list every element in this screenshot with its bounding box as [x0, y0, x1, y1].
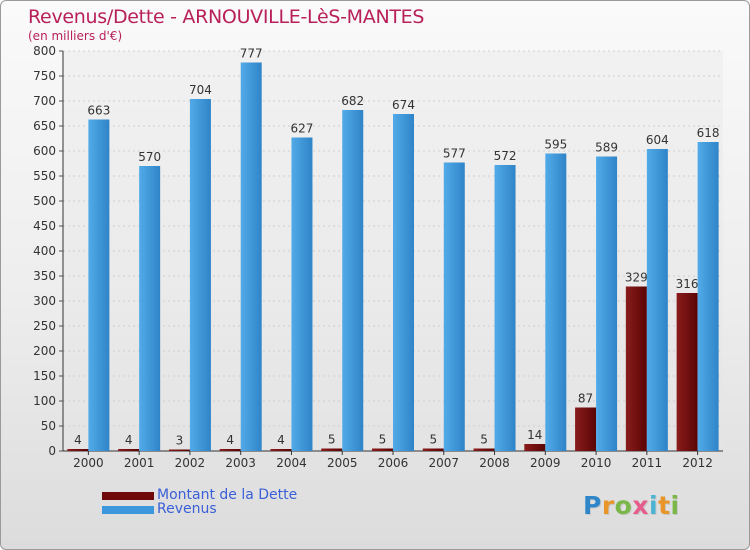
data-label-dette: 87	[578, 392, 593, 406]
bar-dette	[676, 293, 698, 451]
bar-dette	[67, 449, 89, 451]
legend-swatch-dette	[102, 492, 154, 500]
data-label-revenus: 618	[697, 126, 720, 140]
data-label-revenus: 604	[646, 133, 669, 147]
bar-dette	[168, 449, 190, 451]
legend-label-dette: Montant de la Dette	[157, 487, 298, 503]
bar-dette	[270, 449, 292, 451]
y-tick-label: 450	[33, 219, 56, 233]
x-tick-label: 2004	[276, 456, 307, 470]
bar-revenus	[646, 149, 668, 451]
bar-dette	[575, 407, 597, 451]
y-tick-label: 350	[33, 269, 56, 283]
data-label-dette: 5	[379, 433, 387, 447]
bar-dette	[118, 449, 140, 451]
y-tick-label: 250	[33, 319, 56, 333]
data-label-dette: 14	[527, 428, 542, 442]
y-tick-label: 100	[33, 394, 56, 408]
data-label-revenus: 674	[392, 98, 415, 112]
bar-dette	[422, 448, 444, 451]
legend-swatch-revenus	[102, 506, 154, 514]
data-label-revenus: 777	[240, 47, 263, 61]
data-label-dette: 4	[277, 433, 285, 447]
bar-revenus	[240, 62, 262, 451]
bar-dette	[524, 444, 546, 451]
logo-letter: i	[670, 491, 680, 520]
bar-revenus	[443, 162, 465, 451]
data-label-revenus: 704	[189, 83, 212, 97]
x-tick-label: 2009	[530, 456, 561, 470]
logo-letter: t	[658, 491, 671, 520]
logo-letter: P	[583, 491, 602, 520]
x-tick-label: 2007	[428, 456, 459, 470]
bar-revenus	[697, 142, 719, 451]
x-tick-label: 2005	[327, 456, 358, 470]
y-tick-label: 300	[33, 294, 56, 308]
proxiti-logo: Proxiti	[583, 491, 680, 520]
bar-dette	[372, 448, 393, 451]
data-label-dette: 3	[176, 434, 184, 448]
bar-revenus	[494, 165, 516, 451]
data-label-dette: 329	[625, 271, 648, 285]
data-label-revenus: 572	[494, 149, 517, 163]
data-label-revenus: 570	[138, 150, 161, 164]
bar-dette	[219, 449, 241, 451]
x-tick-label: 2000	[73, 456, 104, 470]
chart-title: Revenus/Dette - ARNOUVILLE-LèS-MANTES	[28, 6, 425, 28]
data-label-dette: 5	[328, 433, 336, 447]
data-label-revenus: 663	[87, 104, 110, 118]
data-label-revenus: 577	[443, 147, 466, 161]
x-tick-label: 2002	[175, 456, 206, 470]
bar-dette	[321, 448, 343, 451]
y-tick-label: 600	[33, 144, 56, 158]
legend-label-revenus: Revenus	[157, 501, 217, 517]
bar-dette	[625, 286, 647, 451]
x-tick-label: 2010	[581, 456, 612, 470]
data-label-revenus: 627	[291, 122, 314, 136]
bar-revenus	[342, 110, 364, 451]
y-tick-label: 700	[33, 94, 56, 108]
y-tick-label: 400	[33, 244, 56, 258]
y-tick-label: 650	[33, 119, 56, 133]
y-tick-label: 550	[33, 169, 56, 183]
bar-revenus	[393, 114, 414, 451]
x-tick-label: 2001	[124, 456, 155, 470]
y-tick-label: 150	[33, 369, 56, 383]
bar-revenus	[88, 119, 110, 451]
data-label-dette: 4	[74, 433, 82, 447]
bar-revenus	[189, 99, 211, 451]
logo-letter: o	[614, 491, 633, 520]
x-tick-label: 2006	[378, 456, 409, 470]
logo-letter: r	[601, 491, 615, 520]
x-tick-label: 2011	[632, 456, 663, 470]
bar-revenus	[596, 156, 618, 451]
chart-subtitle: (en milliers d'€)	[28, 29, 123, 43]
x-tick-label: 2012	[682, 456, 713, 470]
y-tick-label: 50	[41, 419, 56, 433]
y-tick-label: 200	[33, 344, 56, 358]
y-tick-label: 800	[33, 44, 56, 58]
y-tick-label: 0	[48, 444, 56, 458]
data-label-dette: 4	[125, 433, 133, 447]
bar-revenus	[139, 166, 161, 451]
data-label-revenus: 595	[544, 138, 567, 152]
data-label-dette: 5	[480, 433, 488, 447]
bar-revenus	[291, 137, 313, 451]
bar-revenus	[545, 153, 567, 451]
y-tick-label: 750	[33, 69, 56, 83]
logo-letter: i	[649, 491, 659, 520]
data-label-dette: 4	[226, 433, 234, 447]
x-tick-label: 2008	[479, 456, 510, 470]
data-label-revenus: 682	[341, 94, 364, 108]
y-tick-label: 500	[33, 194, 56, 208]
data-label-dette: 316	[676, 277, 699, 291]
x-tick-label: 2003	[225, 456, 256, 470]
logo-letter: x	[632, 491, 649, 520]
data-label-revenus: 589	[595, 141, 618, 155]
bar-dette	[473, 448, 495, 451]
data-label-dette: 5	[429, 433, 437, 447]
